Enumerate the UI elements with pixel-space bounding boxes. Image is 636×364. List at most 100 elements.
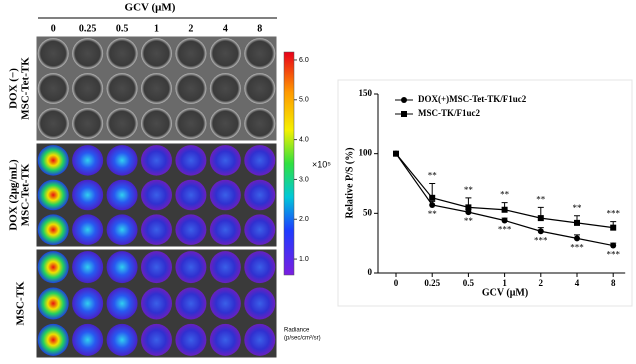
well — [209, 323, 241, 356]
well — [175, 214, 207, 245]
colorbar-tick-label: 6.0 — [299, 57, 309, 64]
well — [175, 179, 207, 211]
legend-marker — [401, 97, 407, 103]
well — [141, 251, 172, 284]
well — [209, 214, 241, 245]
row-label: MSC-Tet-TK — [20, 57, 32, 120]
significance: ** — [428, 171, 438, 181]
column-label: 0.5 — [116, 23, 129, 34]
significance: ** — [464, 185, 474, 195]
column-label: 8 — [257, 23, 262, 34]
point — [574, 235, 580, 242]
well — [72, 323, 104, 356]
well — [106, 251, 138, 284]
well — [106, 73, 138, 104]
well — [37, 287, 69, 320]
significance: ** — [464, 216, 474, 226]
chart-frame — [337, 79, 633, 307]
significance: ** — [573, 203, 583, 213]
x-tick-label: 4 — [575, 278, 580, 288]
well — [141, 323, 172, 356]
well — [175, 145, 207, 176]
point — [429, 194, 436, 201]
column-label: 0.25 — [79, 23, 97, 34]
colorbar — [283, 51, 295, 276]
well — [106, 38, 138, 69]
well — [106, 287, 138, 320]
y-tick-label: 150 — [359, 88, 373, 98]
well — [244, 38, 276, 69]
well — [106, 108, 138, 139]
well — [37, 145, 69, 176]
well — [72, 251, 104, 284]
colorbar-label: Radiance — [284, 328, 310, 334]
significance: *** — [606, 209, 620, 219]
significance: *** — [534, 235, 548, 245]
column-label: 0 — [51, 23, 56, 34]
well — [209, 179, 241, 211]
well — [141, 214, 172, 245]
well — [209, 38, 241, 69]
well — [37, 214, 69, 245]
y-axis-label: Relative P/S (%) — [344, 147, 355, 218]
well — [209, 73, 241, 104]
point — [574, 219, 580, 226]
point — [610, 242, 617, 249]
legend-label: DOX(+)MSC-Tet-TK/F1uc2 — [418, 94, 527, 104]
point — [610, 224, 617, 231]
well — [72, 38, 104, 69]
well — [72, 108, 104, 139]
panel-title: GCV (μM) — [125, 2, 176, 14]
significance: *** — [570, 242, 584, 252]
well — [209, 287, 241, 320]
point — [501, 217, 508, 224]
significance: ** — [428, 209, 438, 219]
image-panel: GCV (μM) ×10⁵ — [38, 2, 331, 276]
well — [244, 251, 276, 284]
point — [465, 209, 472, 216]
well — [209, 251, 241, 284]
colorbar-tick-label: 1.0 — [299, 256, 309, 263]
point — [429, 201, 436, 208]
point — [393, 150, 399, 157]
well — [106, 179, 138, 211]
well — [141, 179, 172, 211]
well — [72, 73, 104, 104]
point — [537, 215, 544, 222]
legend-label: MSC-TK/F1uc2 — [418, 108, 480, 118]
x-tick-label: 0.5 — [463, 278, 475, 288]
well — [175, 108, 207, 139]
colorbar-tick-label: 5.0 — [299, 97, 309, 104]
row-label: DOX (2μg/mL) — [8, 159, 20, 231]
well — [106, 145, 138, 176]
x-tick-label: 2 — [539, 278, 544, 288]
y-tick-label: 0 — [368, 267, 373, 277]
significance: *** — [498, 225, 512, 235]
x-tick-label: 1 — [502, 278, 507, 288]
well — [37, 108, 69, 139]
legend-marker — [401, 111, 407, 117]
well — [244, 73, 276, 104]
well — [37, 179, 69, 211]
well — [37, 38, 69, 69]
point — [465, 204, 472, 211]
well — [244, 179, 276, 211]
well — [72, 145, 104, 176]
well — [37, 323, 69, 356]
column-label: 1 — [154, 23, 159, 34]
colorbar-tick-label: 3.0 — [299, 176, 309, 183]
well — [244, 108, 276, 139]
well — [244, 145, 276, 176]
significance: ** — [536, 194, 546, 204]
x-tick-label: 0 — [394, 278, 399, 288]
significance: *** — [606, 250, 620, 260]
row-label: MSC-TK — [15, 281, 27, 325]
x-axis-label: GCV (μM) — [482, 287, 528, 298]
well — [175, 287, 207, 320]
well — [37, 73, 69, 104]
x-tick-label: 8 — [611, 278, 616, 288]
well — [244, 323, 276, 356]
well — [244, 287, 276, 320]
y-tick-label: 50 — [363, 207, 373, 217]
point — [501, 206, 508, 213]
